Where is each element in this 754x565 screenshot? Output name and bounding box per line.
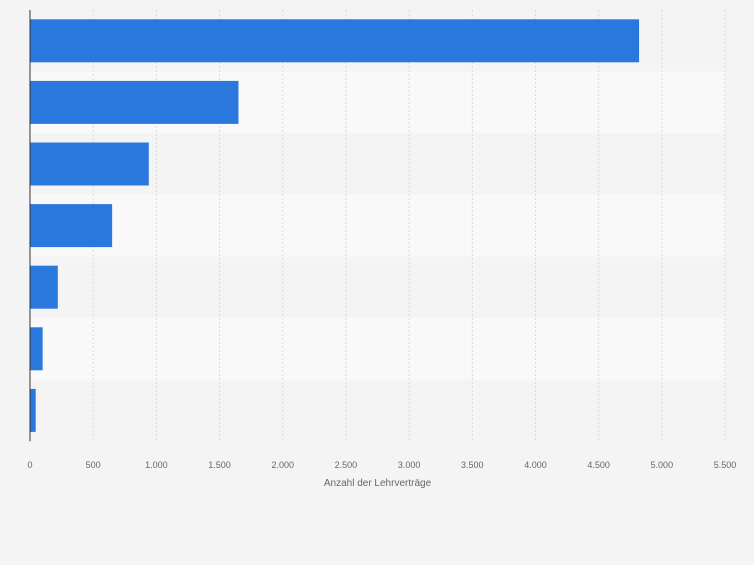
x-tick-label: 4.500 [587, 460, 610, 470]
x-tick-label: 0 [27, 460, 32, 470]
bar[interactable] [30, 204, 113, 248]
x-tick-label: 500 [86, 460, 101, 470]
x-tick-label: 2.500 [335, 460, 358, 470]
row-band [30, 379, 725, 442]
x-tick-labels: 0 500 1.000 1.500 2.000 2.500 3.000 3.500 4.000 4… [27, 460, 736, 470]
bar[interactable] [30, 19, 640, 63]
bar[interactable] [30, 388, 36, 432]
x-tick-label: 1.000 [145, 460, 168, 470]
x-tick-label: 3.500 [461, 460, 484, 470]
x-tick-label: 5.500 [714, 460, 737, 470]
row-band [30, 318, 725, 380]
x-axis-label: Anzahl der Lehrverträge [324, 478, 432, 489]
bar[interactable] [30, 327, 43, 371]
bar[interactable] [30, 265, 58, 309]
x-tick-label: 4.000 [524, 460, 547, 470]
x-tick-label: 2.000 [271, 460, 294, 470]
x-tick-label: 1.500 [208, 460, 231, 470]
row-band [30, 256, 725, 318]
bar[interactable] [30, 80, 239, 124]
x-tick-label: 5.000 [651, 460, 674, 470]
row-bands [30, 10, 725, 442]
bars [30, 19, 640, 432]
bar[interactable] [30, 142, 149, 186]
x-tick-label: 3.000 [398, 460, 421, 470]
row-band [30, 194, 725, 257]
